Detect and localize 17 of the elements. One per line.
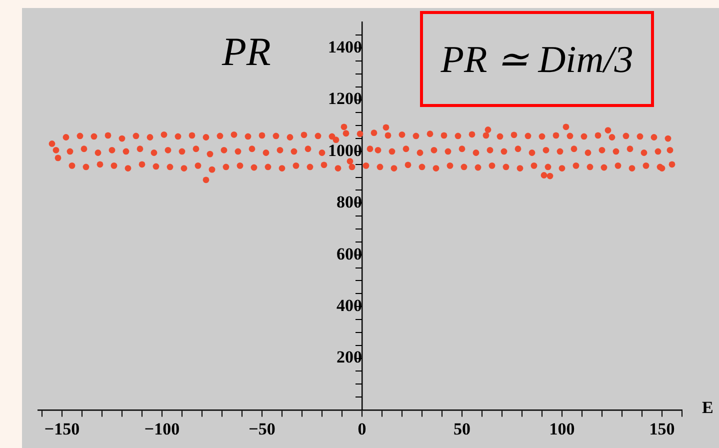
x-tick-label: −150: [44, 420, 80, 439]
y-tick-label: 1400: [328, 37, 362, 56]
y-tick-label: 800: [336, 192, 362, 212]
x-tick-label: 100: [549, 420, 575, 439]
y-tick-label: 400: [336, 296, 362, 315]
y-tick-label: 1000: [328, 140, 362, 160]
x-tick-label: 0: [358, 420, 366, 439]
x-tick-label: 150: [649, 420, 675, 439]
y-tick-label: 600: [336, 244, 362, 264]
x-tick-label: −100: [144, 420, 180, 439]
annotation: PR ≃ Dim/3: [420, 11, 654, 107]
x-axis-title: E: [702, 398, 714, 418]
y-tick-label: 200: [336, 348, 362, 367]
x-tick-label: 50: [454, 420, 470, 439]
y-axis-title: PR: [222, 28, 271, 75]
x-tick-label: −50: [248, 420, 276, 439]
y-tick-label: 1200: [328, 89, 362, 108]
